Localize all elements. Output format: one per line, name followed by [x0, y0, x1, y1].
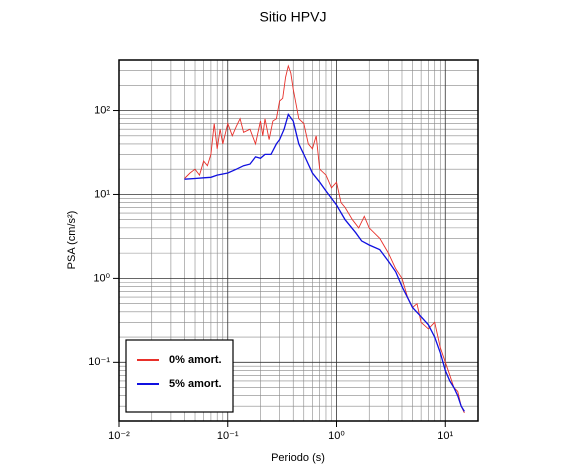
x-axis-label: Periodo (s)	[271, 452, 325, 464]
x-tick-label: 10⁻²	[108, 430, 130, 442]
legend-box	[125, 339, 234, 413]
chart-title: Sitio HPVJ	[260, 9, 327, 25]
x-tick-label: 10⁻¹	[217, 430, 239, 442]
plot-frame	[118, 59, 479, 422]
x-tick-label: 10⁰	[328, 430, 345, 442]
legend-label: 0% amort.	[169, 354, 222, 366]
series-line	[184, 112, 465, 412]
y-tick-label: 10²	[94, 104, 110, 116]
x-tick-label: 10¹	[437, 430, 453, 442]
y-tick-label: 10⁰	[93, 272, 110, 284]
series-line	[184, 64, 465, 414]
y-tick-label: 10¹	[94, 188, 110, 200]
y-axis-label: PSA (cm/s²)	[66, 211, 78, 270]
legend-label: 5% amort.	[169, 378, 222, 390]
y-tick-label: 10⁻¹	[88, 356, 110, 368]
